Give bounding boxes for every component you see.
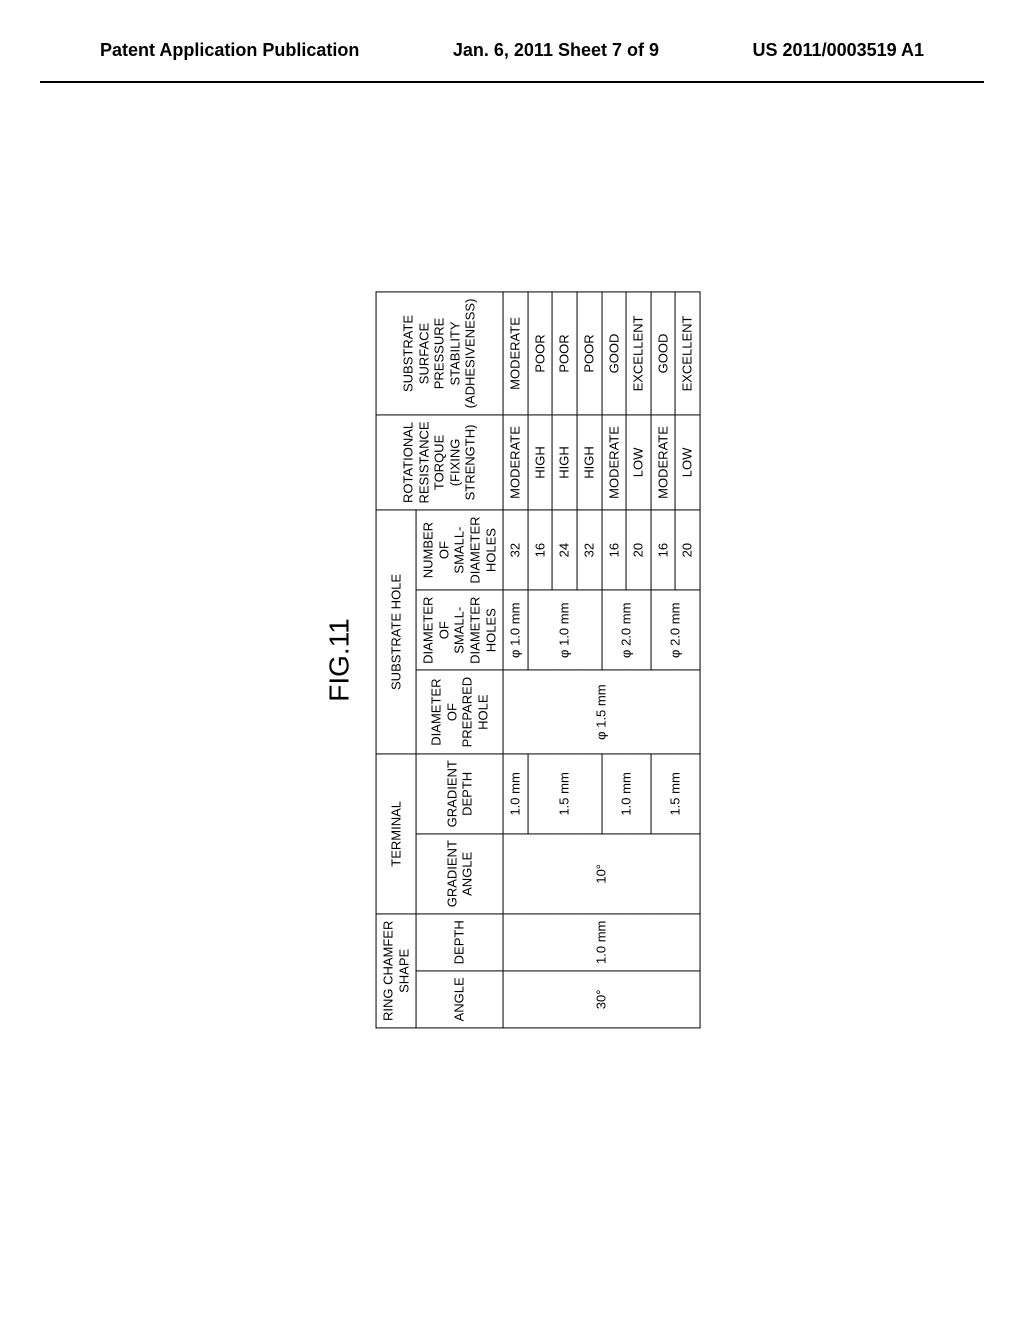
cell-num-holes: 20: [675, 510, 700, 590]
cell-stability: POOR: [552, 292, 577, 415]
cell-num-holes: 16: [651, 510, 676, 590]
cell-torque: HIGH: [528, 415, 553, 510]
cell-small-diameter: φ 2.0 mm: [651, 590, 700, 670]
page-header: Patent Application Publication Jan. 6, 2…: [40, 0, 984, 83]
cell-depth: 1.0 mm: [503, 914, 700, 971]
col-stability: SUBSTRATE SURFACE PRESSURE STABILITY (AD…: [376, 292, 503, 415]
cell-stability: EXCELLENT: [675, 292, 700, 415]
cell-stability: MODERATE: [503, 292, 528, 415]
cell-prepared-hole: φ 1.5 mm: [503, 670, 700, 754]
col-torque: ROTATIONAL RESISTANCE TORQUE (FIXING STR…: [376, 415, 503, 510]
cell-num-holes: 24: [552, 510, 577, 590]
cell-num-holes: 32: [503, 510, 528, 590]
col-depth-h: DEPTH: [416, 914, 503, 971]
cell-stability: GOOD: [602, 292, 627, 415]
cell-small-diameter: φ 1.0 mm: [528, 590, 602, 670]
cell-small-diameter: φ 1.0 mm: [503, 590, 528, 670]
col-ring-chamfer: RING CHAMFER SHAPE: [376, 914, 416, 1028]
cell-stability: POOR: [577, 292, 602, 415]
cell-stability: POOR: [528, 292, 553, 415]
cell-torque: MODERATE: [651, 415, 676, 510]
table-row: 30°1.0 mm10°1.0 mmφ 1.5 mmφ 1.0 mm32MODE…: [503, 292, 528, 1028]
cell-torque: HIGH: [577, 415, 602, 510]
header-right: US 2011/0003519 A1: [753, 40, 924, 61]
cell-torque: MODERATE: [602, 415, 627, 510]
cell-gradient-depth: 1.0 mm: [602, 754, 651, 834]
cell-num-holes: 16: [528, 510, 553, 590]
figure-container: FIG.11 RING CHAMFER SHAPE TERMINAL SUBST…: [324, 292, 701, 1029]
col-angle: ANGLE: [416, 971, 503, 1028]
col-small-dia: DIAMETER OF SMALL-DIAMETER HOLES: [416, 590, 503, 670]
cell-small-diameter: φ 2.0 mm: [602, 590, 651, 670]
header-row-1: RING CHAMFER SHAPE TERMINAL SUBSTRATE HO…: [376, 292, 416, 1028]
data-table: RING CHAMFER SHAPE TERMINAL SUBSTRATE HO…: [376, 292, 701, 1029]
cell-gradient-depth: 1.5 mm: [528, 754, 602, 834]
cell-gradient-depth: 1.0 mm: [503, 754, 528, 834]
cell-gradient-depth: 1.5 mm: [651, 754, 700, 834]
cell-torque: LOW: [675, 415, 700, 510]
cell-stability: GOOD: [651, 292, 676, 415]
header-left: Patent Application Publication: [100, 40, 359, 61]
cell-gradient-angle: 10°: [503, 834, 700, 914]
col-prep-hole: DIAMETER OF PREPARED HOLE: [416, 670, 503, 754]
cell-num-holes: 20: [626, 510, 651, 590]
cell-torque: HIGH: [552, 415, 577, 510]
cell-torque: LOW: [626, 415, 651, 510]
figure-label: FIG.11: [324, 292, 356, 1029]
cell-num-holes: 16: [602, 510, 627, 590]
col-grad-depth: GRADIENT DEPTH: [416, 754, 503, 834]
col-num-holes: NUMBER OF SMALL-DIAMETER HOLES: [416, 510, 503, 590]
col-grad-angle: GRADIENT ANGLE: [416, 834, 503, 914]
col-terminal: TERMINAL: [376, 754, 416, 914]
col-substrate-hole: SUBSTRATE HOLE: [376, 510, 416, 754]
cell-torque: MODERATE: [503, 415, 528, 510]
cell-stability: EXCELLENT: [626, 292, 651, 415]
cell-angle: 30°: [503, 971, 700, 1028]
cell-num-holes: 32: [577, 510, 602, 590]
header-center: Jan. 6, 2011 Sheet 7 of 9: [453, 40, 659, 61]
